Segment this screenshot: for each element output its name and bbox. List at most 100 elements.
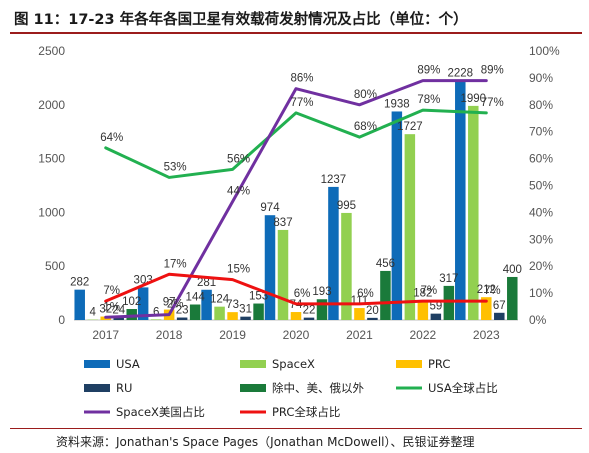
bar-usa [328, 186, 339, 320]
y-right-tick-label: 80% [529, 98, 553, 112]
legend-swatch-usa [84, 360, 110, 368]
bar-label-usa: 281 [197, 277, 216, 289]
y-right-tick-label: 0% [529, 313, 547, 327]
legend-label-other: 除中、美、俄以外 [272, 381, 364, 395]
y-right-tick-label: 40% [529, 205, 553, 219]
line-label-usa_share: 53% [164, 161, 187, 173]
line-prc_share [104, 272, 488, 306]
bar-other [126, 309, 137, 320]
legend-label-spacex: SpaceX [272, 357, 315, 371]
bar-label-usa: 1938 [384, 98, 410, 110]
y-right-tick-label: 20% [529, 259, 553, 273]
legend-swatch-prc [396, 360, 422, 368]
y-left-tick-label: 1500 [38, 152, 65, 166]
line-label-usa_share: 77% [481, 97, 504, 109]
bar-ru [240, 316, 251, 320]
bar-label-spacex: 995 [337, 200, 356, 212]
bar-label-prc: 212 [477, 284, 496, 296]
x-tick-label: 2021 [346, 328, 373, 342]
bar-usa [391, 111, 403, 321]
y-left-tick-label: 2000 [38, 98, 65, 112]
bar-usa [137, 287, 149, 320]
chart-title: 图 11：17-23 年各年各国卫星有效载荷发射情况及占比（单位：个） [14, 12, 468, 28]
bar-label-ru: 31 [239, 304, 252, 316]
bar-prc [290, 312, 302, 320]
y-right-tick-label: 60% [529, 152, 553, 166]
bar-label-prc: 73 [226, 299, 239, 311]
legend-label-spacex_share: SpaceX美国占比 [116, 405, 205, 419]
line-label-spacex_share: 86% [290, 73, 313, 85]
line-label-spacex_share: 44% [227, 186, 250, 198]
bar-label-other: 102 [122, 296, 141, 308]
y-right-tick-label: 70% [529, 125, 553, 139]
legend-label-prc_share: PRC全球占比 [272, 405, 340, 419]
line-label-usa_share: 56% [227, 153, 250, 165]
x-tick-label: 2020 [283, 328, 310, 342]
line-label-prc_share: 7% [421, 285, 438, 297]
chart-line-labels: 64% 53% 56% 77% 68% 78% 77% 1% 2% 44% 86% 80% 89% 89%… [100, 65, 504, 314]
legend-label-usa_share: USA全球占比 [428, 381, 498, 395]
bar-usa [201, 289, 212, 320]
chart-legend: USA SpaceX PRC RU 除中、美、俄以外 USA全球占比 SpaceX美国占比 P… [84, 357, 498, 419]
y-left-tick-label: 2500 [38, 44, 65, 58]
bar-prc [481, 297, 492, 320]
legend-label-usa: USA [116, 357, 140, 371]
bar-label-spacex: 6 [153, 306, 159, 318]
bar-ru [367, 317, 378, 320]
chart-axes: 0 500 1000 1500 2000 2500 0% 10% 20% 30% 40% 50% 60%… [38, 44, 560, 342]
line-label-spacex_share: 80% [354, 89, 377, 101]
line-label-prc_share: 7% [103, 285, 120, 297]
bar-ru [113, 317, 124, 320]
bar-usa [74, 289, 85, 320]
bar-label-spacex: 1990 [460, 93, 486, 105]
bar-spacex [214, 306, 225, 320]
bar-other [507, 276, 518, 320]
bar-label-spacex: 124 [210, 294, 230, 306]
bar-label-other: 456 [376, 258, 395, 270]
bar-ru [176, 317, 188, 320]
bar-ru [303, 317, 315, 320]
line-label-spacex_share: 89% [417, 65, 440, 77]
bar-label-ru: 22 [303, 305, 316, 317]
legend-label-ru: RU [116, 381, 132, 395]
bar-usa [455, 80, 466, 320]
bar-label-ru: 20 [366, 305, 379, 317]
line-label-spacex_share: 89% [481, 65, 504, 77]
bar-other [316, 299, 328, 320]
bar-label-spacex: 837 [273, 217, 292, 229]
x-tick-label: 2023 [473, 328, 500, 342]
y-left-tick-label: 0 [58, 313, 65, 327]
bar-label-other: 193 [312, 286, 331, 298]
line-label-usa_share: 77% [290, 97, 313, 109]
line-label-spacex_share: 2% [167, 299, 184, 311]
bar-label-usa: 974 [260, 202, 280, 214]
y-left-tick-label: 1000 [38, 205, 65, 219]
bar-other [253, 303, 264, 320]
legend-swatch-ru [84, 384, 110, 392]
line-label-prc_share: 7% [484, 285, 501, 297]
bar-label-spacex: 1727 [397, 121, 423, 133]
bar-label-other: 317 [439, 273, 458, 285]
bar-spacex [404, 134, 416, 320]
bar-other [380, 270, 391, 320]
bar-label-usa: 282 [70, 277, 89, 289]
bar-label-usa: 2228 [447, 67, 473, 79]
bar-other [189, 304, 201, 320]
title-divider [10, 32, 582, 34]
bar-prc [354, 308, 365, 320]
y-right-tick-label: 50% [529, 179, 553, 193]
bar-usa [264, 215, 276, 320]
line-label-prc_share: 6% [294, 288, 311, 300]
line-spacex_share [104, 79, 488, 319]
bar-spacex [277, 229, 289, 320]
legend-swatch-spacex [240, 360, 266, 368]
line-label-usa_share: 64% [100, 132, 123, 144]
bar-ru [430, 313, 442, 320]
bar-label-ru: 24 [112, 304, 125, 316]
y-right-tick-label: 10% [529, 286, 553, 300]
bar-label-prc: 182 [413, 287, 432, 299]
bar-label-spacex: 4 [90, 307, 97, 319]
source-note: 资料来源：Jonathan's Space Pages（Jonathan McD… [56, 435, 475, 449]
